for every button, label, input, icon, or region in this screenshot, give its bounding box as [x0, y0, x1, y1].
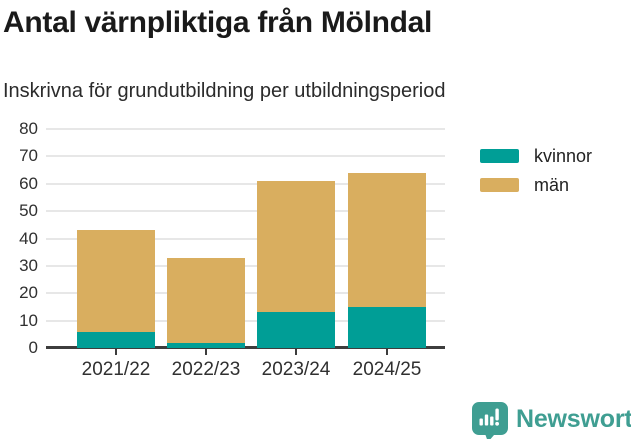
x-axis-tick-label: 2023/24: [261, 359, 331, 380]
gridline: [46, 292, 445, 295]
bar-segment-män-2023/24[interactable]: [257, 181, 335, 313]
y-axis-tick-label: 30: [19, 255, 38, 275]
x-axis-tick: [115, 348, 117, 355]
bar-segment-män-2024/25[interactable]: [348, 172, 426, 307]
stacked-bar-2022/23[interactable]: [167, 257, 245, 348]
bar-segment-kvinnor-2021/22[interactable]: [77, 331, 155, 348]
plot-area: [46, 128, 445, 355]
x-axis-tick: [386, 348, 388, 355]
legend: kvinnor män: [480, 147, 592, 205]
newsworthy-wordmark: Newsworthy: [516, 405, 631, 433]
stacked-bar-2024/25[interactable]: [348, 172, 426, 348]
stacked-bar-2023/24[interactable]: [257, 181, 335, 348]
newsworthy-logo[interactable]: Newsworthy: [471, 401, 631, 439]
bar-segment-män-2022/23[interactable]: [167, 257, 245, 343]
chart-title: Antal värnpliktiga från Mölndal: [3, 6, 433, 39]
y-axis-tick-label: 80: [19, 119, 38, 138]
y-axis-tick-label: 60: [19, 173, 38, 193]
legend-label-man: män: [534, 175, 570, 195]
y-axis-tick-label: 20: [19, 283, 38, 303]
gridline: [46, 237, 445, 240]
x-axis-tick: [295, 348, 297, 355]
gridline: [46, 155, 445, 158]
x-axis-tick: [205, 348, 207, 355]
y-axis-tick-label: 50: [19, 201, 38, 221]
bar-segment-kvinnor-2023/24[interactable]: [257, 312, 335, 348]
chart-subtitle: Inskrivna för grundutbildning per utbild…: [3, 80, 446, 102]
y-axis-tick-label: 70: [19, 146, 38, 166]
x-axis-tick-label: 2024/25: [352, 359, 422, 380]
x-axis-tick-label: 2022/23: [171, 359, 241, 380]
gridline: [46, 182, 445, 185]
legend-swatch-man: [480, 178, 519, 192]
legend-item-man[interactable]: män: [480, 176, 592, 194]
gridline: [46, 128, 445, 130]
bar-segment-män-2021/22[interactable]: [77, 230, 155, 332]
gridline: [46, 210, 445, 213]
x-axis-tick-label: 2021/22: [81, 359, 151, 380]
y-axis-tick-label: 40: [19, 228, 38, 248]
bar-segment-kvinnor-2022/23[interactable]: [167, 342, 245, 348]
legend-item-kvinnor[interactable]: kvinnor: [480, 147, 592, 165]
x-axis-line: [46, 346, 445, 349]
newsworthy-chart-bubble-icon: [472, 402, 508, 439]
gridline: [46, 319, 445, 322]
y-axis-tick-label: 10: [19, 310, 38, 330]
legend-swatch-kvinnor: [480, 149, 519, 163]
bar-segment-kvinnor-2024/25[interactable]: [348, 306, 426, 348]
stacked-bar-2021/22[interactable]: [77, 230, 155, 348]
y-axis-tick-label: 0: [28, 338, 38, 357]
gridline: [46, 264, 445, 267]
legend-label-kvinnor: kvinnor: [534, 146, 593, 166]
